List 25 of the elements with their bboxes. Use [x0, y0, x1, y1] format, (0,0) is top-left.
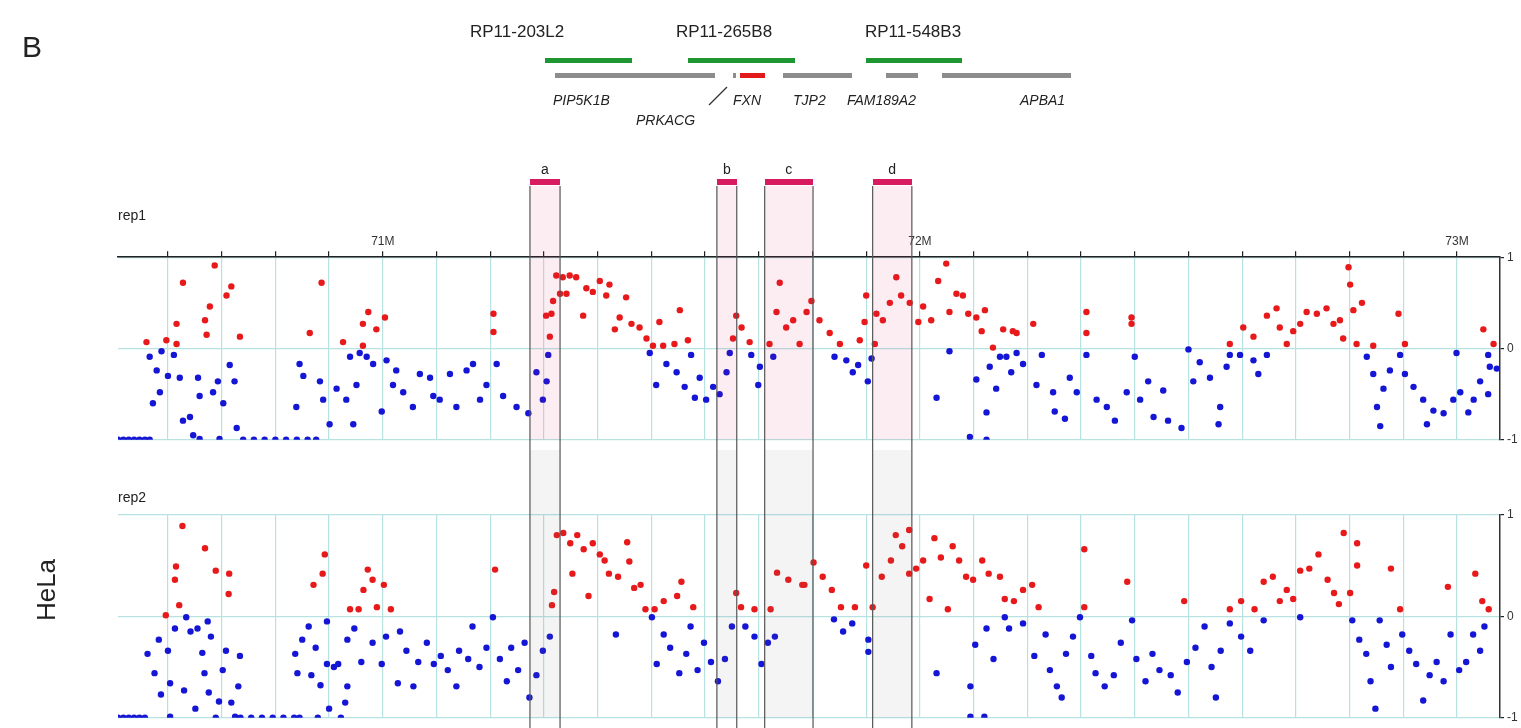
text: RP11-548B3: [865, 22, 962, 42]
text: FXN: [733, 92, 761, 108]
band-label: d: [888, 160, 897, 177]
chart-title: rep2: [118, 489, 147, 506]
y-tick-label: -1: [1507, 432, 1518, 447]
x-tick-label: 73M: [1445, 234, 1469, 249]
y-tick-label: 0: [1507, 340, 1514, 355]
y-tick-label: 1: [1507, 249, 1514, 264]
y-axis-title: HeLa: [30, 558, 62, 622]
x-tick-label: 71M: [371, 234, 395, 249]
text: FAM189A2: [847, 92, 916, 108]
text: PIP5K1B: [553, 92, 610, 108]
text: TJP2: [793, 92, 826, 108]
chart-title: rep1: [118, 207, 147, 224]
y-tick-label: -1: [1507, 710, 1518, 725]
band-label: a: [541, 160, 550, 177]
y-tick-label: 1: [1507, 507, 1514, 522]
text: RP11-203L2: [470, 22, 565, 42]
band-label: c: [785, 160, 793, 177]
text: B: [22, 30, 43, 64]
text: APBA1: [1020, 92, 1066, 108]
y-tick-label: 0: [1507, 608, 1514, 623]
text: PRKACG: [636, 112, 696, 128]
band-label: b: [722, 160, 731, 177]
text: RP11-265B8: [676, 22, 773, 42]
